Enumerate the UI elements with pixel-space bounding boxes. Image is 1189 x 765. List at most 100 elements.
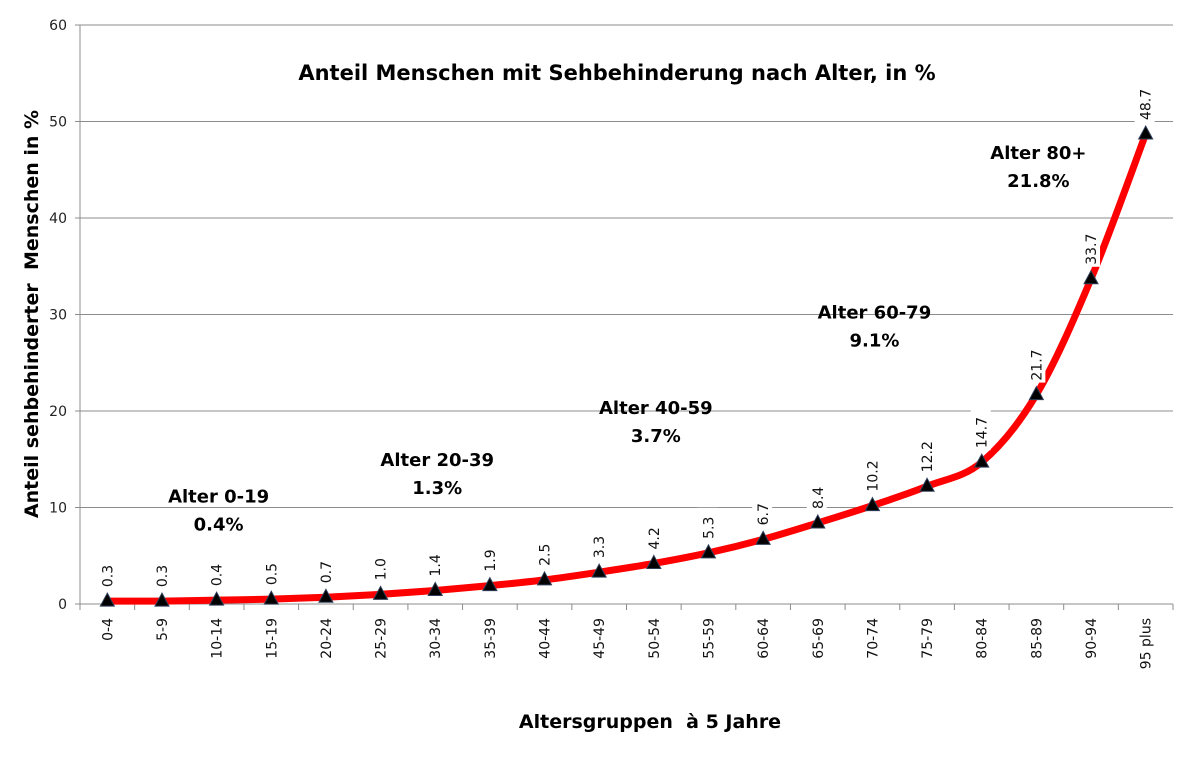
data-label: 0.4 [210,564,226,586]
data-point-marker [700,543,717,559]
data-label-background [970,408,991,451]
data-label-background [1080,224,1101,267]
data-point-marker [263,590,280,605]
x-tick-label: 5-9 [155,618,171,641]
data-label-background [1025,340,1046,383]
data-label-background [205,555,226,589]
data-label-background [1134,80,1155,123]
data-point-marker [864,496,881,512]
x-tick-label: 30-34 [428,618,444,659]
x-tick-label: 80-84 [975,618,991,659]
data-label: 1.0 [374,558,390,580]
data-label-background [588,527,609,561]
x-tick-label: 70-74 [865,618,881,659]
data-label-background [424,545,445,579]
data-label: 1.4 [428,554,444,576]
data-label: 48.7 [1139,89,1155,120]
data-point-marker [536,570,553,586]
series-line [103,130,1150,605]
data-label-background [642,518,663,552]
data-label-background [806,477,827,511]
data-label-background [861,451,882,494]
y-tick-label: 0 [58,597,67,613]
data-point-marker [973,453,990,468]
data-point-marker [1083,269,1099,285]
x-tick-label: 60-64 [756,618,772,659]
x-tick-label: 45-49 [592,618,608,659]
x-tick-label: 55-59 [701,618,717,659]
y-tick-label: 50 [49,115,67,131]
data-point-marker [318,588,334,603]
x-tick-label: 0-4 [100,618,116,641]
data-point-marker [372,585,389,600]
data-label-background [260,554,281,588]
annotation-value: 1.3% [412,478,462,499]
annotation-value: 21.8% [1007,171,1069,192]
data-label: 33.7 [1084,234,1100,265]
data-label-background [533,534,554,568]
data-label: 5.3 [701,517,717,539]
x-tick-label: 75-79 [920,618,936,659]
data-point-marker [919,477,935,492]
x-tick-label: 95 plus [1139,618,1155,669]
data-point-marker [809,513,826,529]
data-label: 10.2 [865,460,881,491]
x-tick-label: 50-54 [647,618,663,659]
data-point-marker [427,581,444,596]
data-point-marker [755,530,771,545]
data-label-background [150,556,171,590]
data-labels: 0.3 0.3 0.4 0.5 0.7 1.0 1.4 1.9 2.5 3.3 4.2 5.3 6.7 8… [96,80,1155,590]
annotation-value: 0.4% [194,515,244,536]
data-point-marker [99,592,116,607]
x-axis-title: Altersgruppen à 5 Jahre [519,711,781,733]
x-tick-label: 40-44 [538,618,554,659]
x-tick-label: 10-14 [210,618,226,659]
y-tick-label: 20 [49,404,67,420]
data-label: 0.5 [264,563,280,585]
data-label: 4.2 [647,527,663,549]
data-label: 1.9 [483,549,499,571]
annotation-label: Alter 40-59 [599,398,713,419]
data-point-marker [591,563,608,578]
data-label-background [96,556,117,590]
data-label: 6.7 [756,503,772,525]
data-point-marker [208,591,225,606]
data-label: 8.4 [811,487,827,509]
data-label: 2.5 [538,544,554,566]
data-label: 0.3 [100,565,116,587]
x-axis: 0-4 5-9 10-14 15-19 20-24 25-29 30-34 35-39 40-4… [75,603,1174,669]
data-label-background [314,552,335,586]
annotation-value: 3.7% [631,426,681,447]
data-label: 3.3 [592,536,608,558]
data-point-marker [482,576,498,592]
x-tick-label: 15-19 [264,618,280,659]
y-axis-title: Anteil sehbehinderter Menschen in % [21,110,43,518]
annotation-label: Alter 80+ [990,143,1086,164]
data-label: 0.3 [155,565,171,587]
chart-title: Anteil Menschen mit Sehbehinderung nach … [298,61,935,85]
data-point-marker [1137,124,1154,140]
data-label-background [478,540,499,574]
x-tick-label: 20-24 [319,618,335,659]
annotations: Alter 0-19 0.4% Alter 20-39 1.3% Alter 40-59… [168,143,1086,536]
y-tick-label: 30 [49,308,67,324]
y-axis: 0 10 20 30 40 50 60 [49,18,81,613]
y-tick-label: 40 [49,211,67,227]
data-point-marker [154,592,170,607]
data-label: 12.2 [920,441,936,472]
x-tick-label: 85-89 [1029,618,1045,659]
series [99,124,1154,607]
data-label-background [697,507,718,541]
annotation-label: Alter 20-39 [380,450,494,471]
x-tick-label: 90-94 [1084,618,1100,659]
data-label-background [752,494,773,528]
annotation-value: 9.1% [849,330,899,351]
data-label: 0.7 [319,561,335,583]
y-tick-label: 60 [49,18,67,34]
data-point-marker [645,554,662,569]
y-tick-label: 10 [49,501,67,517]
data-label-background [369,549,390,583]
data-label: 14.7 [975,417,991,448]
x-tick-label: 25-29 [374,618,390,659]
